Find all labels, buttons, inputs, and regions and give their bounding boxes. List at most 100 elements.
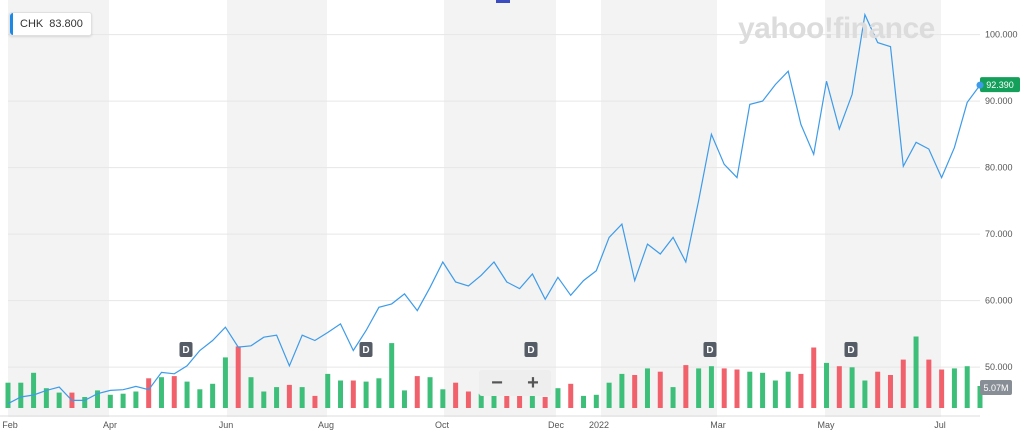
- volume-bar: [325, 373, 331, 408]
- y-tick-label: 80.000: [985, 163, 1013, 173]
- volume-bar: [926, 359, 932, 408]
- volume-bar: [197, 389, 203, 408]
- volume-bar: [772, 380, 778, 408]
- range-handle[interactable]: [496, 0, 510, 3]
- zoom-out-button[interactable]: −: [491, 372, 503, 394]
- volume-bar: [542, 397, 548, 408]
- x-tick-label: Aug: [318, 420, 334, 430]
- volume-bar: [951, 368, 957, 408]
- price-tag-label: 92.390: [986, 80, 1014, 90]
- month-band: [8, 0, 109, 417]
- symbol-legend[interactable]: CHK 83.800: [9, 12, 92, 36]
- volume-bar: [56, 392, 62, 408]
- x-tick-label: Jun: [219, 420, 234, 430]
- volume-bar: [31, 372, 37, 408]
- volume-bar: [120, 393, 126, 408]
- volume-tag: 5.07M: [980, 380, 1012, 395]
- dividend-marker-label: D: [362, 345, 369, 356]
- y-tick-label: 60.000: [985, 296, 1013, 306]
- volume-bar: [146, 378, 152, 408]
- volume-bar: [478, 393, 484, 408]
- x-tick-label: May: [817, 420, 835, 430]
- dividend-marker[interactable]: D: [359, 342, 373, 357]
- volume-tag-bg: [980, 380, 1012, 395]
- x-tick-label: 2022: [589, 420, 609, 430]
- dividend-marker-box: [359, 342, 373, 357]
- volume-bar: [427, 377, 433, 408]
- month-band: [825, 0, 941, 417]
- volume-bar: [338, 380, 344, 408]
- legend-symbol: CHK: [20, 18, 44, 30]
- volume-bar: [517, 392, 523, 408]
- volume-bar: [107, 394, 113, 408]
- volume-bar: [43, 388, 49, 408]
- y-tick-label: 100.000: [985, 30, 1018, 40]
- dividend-marker-box: [524, 342, 538, 357]
- volume-bar: [414, 376, 420, 408]
- volume-bar: [529, 395, 535, 408]
- volume-bar: [683, 365, 689, 408]
- volume-bar: [734, 369, 740, 408]
- x-tick-label: Apr: [103, 420, 117, 430]
- volume-bar: [824, 362, 830, 408]
- volume-bar: [747, 371, 753, 408]
- volume-bar: [798, 373, 804, 408]
- volume-bar: [363, 381, 369, 408]
- volume-bar: [939, 369, 945, 408]
- dividend-marker[interactable]: D: [179, 342, 193, 357]
- volume-bar: [440, 389, 446, 408]
- zoom-controls: − +: [479, 370, 551, 396]
- volume-bar: [235, 346, 241, 408]
- volume-bar: [836, 366, 842, 408]
- volume-bar: [158, 377, 164, 408]
- x-axis: Feb Apr Jun Aug Oct Dec 2022 Mar May Jul: [0, 415, 980, 430]
- y-tick-label: 50.000: [985, 362, 1013, 372]
- volume-bar: [555, 388, 561, 408]
- x-tick-label: Feb: [2, 420, 18, 430]
- volume-bar: [274, 387, 280, 408]
- volume-bar: [900, 359, 906, 408]
- volume-bar: [593, 394, 599, 408]
- legend-value: 83.800: [49, 18, 83, 30]
- volume-bar: [504, 395, 510, 408]
- volume-bar: [581, 395, 587, 408]
- volume-bar: [670, 387, 676, 408]
- month-band: [227, 0, 327, 417]
- volume-bar: [887, 375, 893, 408]
- x-tick-label: Jul: [934, 420, 946, 430]
- zoom-in-button[interactable]: +: [527, 372, 539, 394]
- volume-bar: [785, 371, 791, 408]
- dividend-marker-label: D: [847, 345, 854, 356]
- volume-bar: [248, 377, 254, 408]
- dividend-marker[interactable]: D: [844, 342, 858, 357]
- volume-bar: [657, 371, 663, 408]
- volume-bar: [401, 390, 407, 408]
- yahoo-finance-logo: yahoo!finance: [738, 12, 935, 45]
- dividend-marker[interactable]: D: [524, 342, 538, 357]
- legend-color-swatch: [10, 13, 13, 35]
- volume-bar: [350, 380, 356, 408]
- volume-bar: [568, 383, 574, 408]
- month-band: [601, 0, 717, 417]
- price-tag-bg: [980, 77, 1020, 93]
- x-tick-label: Dec: [548, 420, 565, 430]
- volume-bar: [133, 391, 139, 408]
- volume-bar: [171, 376, 177, 408]
- volume-bar: [811, 347, 817, 408]
- y-axis: 100.000 90.000 80.000 70.000 60.000 50.000: [985, 30, 1018, 373]
- volume-bar: [82, 397, 88, 408]
- dividend-marker-label: D: [527, 345, 534, 356]
- volume-bar: [376, 378, 382, 408]
- dividend-marker-box: [703, 342, 717, 357]
- volume-bar: [18, 382, 24, 408]
- volume-tag-label: 5.07M: [983, 383, 1008, 393]
- dividend-marker[interactable]: D: [703, 342, 717, 357]
- volume-bar: [849, 367, 855, 408]
- volume-bar: [286, 384, 292, 408]
- volume-bar: [95, 390, 101, 408]
- price-line: [7, 12, 981, 405]
- volume-bar: [465, 391, 471, 408]
- volume-bar: [913, 336, 919, 408]
